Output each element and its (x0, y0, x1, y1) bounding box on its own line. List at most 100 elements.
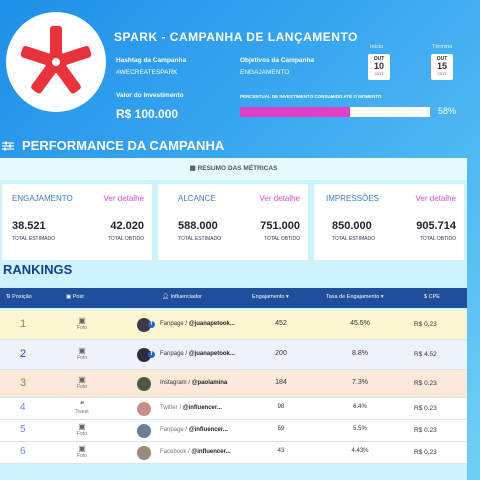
cpe-value: R$ 0.23 (414, 449, 437, 456)
influencer-handle[interactable]: Instagram / @paolamina (160, 380, 228, 386)
engagement-value: 200 (275, 350, 287, 357)
summary-bar: ▦ RESUMO DAS MÉTRICAS (0, 158, 467, 180)
post-type[interactable]: ▣ Foto (74, 423, 90, 438)
engagement-value: 59 (277, 426, 285, 432)
performance-section-header: PERFORMANCE DA CAMPANHA (0, 136, 480, 156)
cpe-value: R$ 0.23 (414, 380, 437, 387)
col-position[interactable]: ⇅ Posição (6, 294, 32, 300)
avatar[interactable] (137, 424, 151, 438)
metric-name: ENGAJAMENTO (12, 194, 73, 203)
investment-label: Valor do Investimento (116, 92, 184, 99)
avatar[interactable] (137, 402, 151, 416)
engagement-rate: 5.5% (353, 426, 367, 432)
metric-obtained: 905.714 (416, 220, 456, 232)
investment-value: R$ 100.000 (116, 107, 179, 121)
percent-label: PERCENTUAL DE INVESTIMENTO CONSUMIDO ATÉ… (240, 94, 382, 99)
metric-card-impressions: IMPRESSÕES Ver detalhe 850.000 905.714 T… (314, 184, 464, 260)
influencer-handle[interactable]: Twitter / @influencer... (160, 405, 222, 411)
table-row[interactable]: 2 ▣ Foto f Fanpage / @juanapetook... 200 … (0, 340, 467, 370)
campaign-header: SPARK - CAMPANHA DE LANÇAMENTO Hashtag d… (0, 0, 480, 130)
metric-card-engagement: ENGAJAMENTO Ver detalhe 38.521 42.020 TO… (2, 184, 152, 260)
objective-label: Objetivos da Campanha (240, 57, 315, 64)
engagement-rate: 7.3% (352, 379, 368, 386)
metric-estimated-label: TOTAL ESTIMADO (12, 236, 55, 242)
photo-icon: ▣ (78, 444, 86, 453)
engagement-value: 452 (275, 320, 287, 327)
metric-detail-link[interactable]: Ver detalhe (103, 194, 144, 203)
table-row[interactable]: 3 ▣ Foto Instagram / @paolamina 184 7.3% … (0, 370, 467, 398)
influencer-handle[interactable]: Fanpage / @juanapetook... (160, 321, 235, 327)
table-row[interactable]: 6 ▣ Foto Facebook / @influencer... 43 4.4… (0, 442, 467, 464)
engagement-value: 43 (277, 448, 285, 454)
avatar[interactable] (137, 318, 151, 332)
col-influencer[interactable]: 👤︎ Influenciador (162, 294, 203, 300)
metric-detail-link[interactable]: Ver detalhe (259, 194, 300, 203)
metric-obtained: 42.020 (110, 220, 144, 232)
sliders-icon (2, 141, 14, 151)
avatar[interactable] (137, 446, 151, 460)
dropdown-icon: ▾ (379, 294, 384, 300)
start-date[interactable]: OUT 10 2017 (368, 54, 390, 80)
post-type[interactable]: ▣ Foto (74, 346, 90, 362)
col-engagement[interactable]: Engajamento ▾ (252, 294, 289, 300)
objective-value: ENGAJAMENTO (240, 69, 290, 76)
metric-card-reach: ALCANCE Ver detalhe 588.000 751.000 TOTA… (158, 184, 308, 260)
metric-estimated-label: TOTAL ESTIMADO (178, 236, 221, 242)
influencer-handle[interactable]: Fanpage / @influencer... (160, 427, 228, 433)
table-row[interactable]: 1 ▣ Foto f Fanpage / @juanapetook... 452 … (0, 310, 467, 340)
investment-percent: 58% (438, 106, 457, 116)
influencer-handle[interactable]: Fanpage / @juanapetook... (160, 351, 235, 357)
quote-icon: ❝ (79, 400, 85, 409)
cpe-value: R$ 0.23 (414, 427, 437, 434)
end-date[interactable]: OUT 15 2017 (431, 54, 453, 80)
metric-detail-link[interactable]: Ver detalhe (415, 194, 456, 203)
influencer-handle[interactable]: Facebook / @influencer... (160, 449, 231, 455)
hashtag-value: #WECREATESPARK (116, 69, 178, 76)
post-type[interactable]: ▣ Foto (74, 444, 90, 460)
rank-position: 5 (20, 424, 26, 435)
rankings-table-header: ⇅ Posição ▣ Post 👤︎ Influenciador Engaja… (0, 288, 467, 308)
campaign-title: SPARK - CAMPANHA DE LANÇAMENTO (114, 30, 358, 44)
metric-name: IMPRESSÕES (326, 194, 379, 203)
metric-estimated: 38.521 (12, 220, 46, 232)
investment-progress-bar (240, 107, 430, 117)
cpe-value: R$ 0.23 (414, 405, 437, 412)
engagement-rate: 8.8% (352, 350, 368, 357)
cpe-value: R$ 0.23 (414, 321, 437, 328)
spark-logo (6, 12, 106, 112)
engagement-rate: 6.4% (353, 404, 367, 410)
start-label: Início (370, 44, 384, 50)
rank-position: 2 (20, 348, 27, 360)
rank-position: 3 (20, 377, 27, 389)
photo-icon: ▣ (78, 375, 86, 384)
col-cpe[interactable]: $ CPE (424, 294, 440, 300)
hashtag-label: Hashtag da Campanha (116, 57, 187, 64)
metric-obtained-label: TOTAL OBTIDO (107, 236, 144, 242)
photo-icon: ▣ (78, 346, 86, 355)
avatar[interactable] (137, 377, 151, 391)
dollar-icon: $ (424, 294, 429, 300)
col-engagement-rate[interactable]: Taxa de Engajamento ▾ (326, 294, 384, 300)
facebook-icon: f (148, 321, 155, 328)
post-type[interactable]: ▣ Foto (74, 375, 90, 391)
cpe-value: R$ 4.52 (414, 351, 437, 358)
table-row[interactable]: 4 ❝ Tweet Twitter / @influencer... 98 6.4… (0, 398, 467, 420)
engagement-rate: 45.5% (350, 320, 370, 327)
image-icon: ▣ (66, 294, 73, 300)
performance-title: PERFORMANCE DA CAMPANHA (22, 138, 225, 153)
metric-estimated: 850.000 (332, 220, 372, 232)
rankings-title: RANKINGS (3, 262, 73, 277)
metric-estimated: 588.000 (178, 220, 218, 232)
engagement-value: 184 (275, 379, 287, 386)
post-type[interactable]: ▣ Foto (74, 317, 90, 332)
user-icon: 👤︎ (162, 294, 171, 300)
metric-name: ALCANCE (178, 194, 216, 203)
post-type[interactable]: ❝ Tweet (75, 400, 89, 416)
col-post[interactable]: ▣ Post (66, 294, 84, 300)
avatar[interactable] (137, 348, 151, 362)
metric-estimated-label: TOTAL ESTIMADO (332, 236, 375, 242)
facebook-icon: f (148, 351, 155, 358)
performance-panel: ▦ RESUMO DAS MÉTRICAS ENGAJAMENTO Ver de… (0, 158, 467, 480)
table-row[interactable]: 5 ▣ Foto Fanpage / @influencer... 59 5.5%… (0, 420, 467, 442)
rank-position: 4 (20, 402, 26, 413)
